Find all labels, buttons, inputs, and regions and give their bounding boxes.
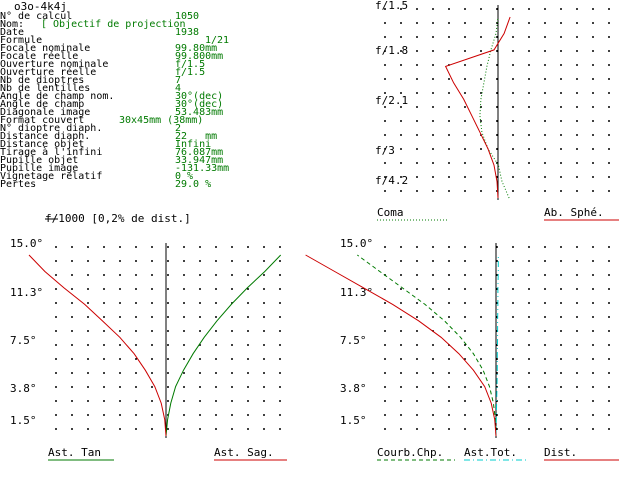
data-row: Angle de champ 30°(dec) — [0, 99, 300, 110]
row-value: 99.80mm — [175, 43, 218, 54]
data-row: Diagonale image 53.483mm — [0, 107, 300, 118]
row-value: 7 — [175, 75, 182, 86]
row-value: 30x45mm (38mm) — [119, 115, 204, 126]
row-label: Format couvert — [0, 115, 85, 126]
row-label: Ouverture réelle — [0, 67, 97, 78]
row-value: 76.087mm — [175, 147, 224, 158]
row-value: 1938 — [175, 27, 200, 38]
row-label: Focale réelle — [0, 51, 79, 62]
y-tick-label: 11.3° — [10, 286, 43, 299]
data-row: N° dioptre diaph. 2 — [0, 123, 300, 134]
legend-label: Ast. Tan — [48, 446, 101, 459]
row-label: Angle de champ nom. — [0, 91, 115, 102]
data-row: Vignetage relatif 0 % — [0, 171, 300, 182]
data-row: Nom: [ Objectif de projection — [0, 19, 300, 30]
legend-label: Ab. Sphé. — [544, 206, 604, 219]
row-value: 30°(dec) — [175, 99, 224, 110]
row-label: Pertes — [0, 179, 37, 190]
series-line — [165, 254, 282, 437]
data-row: Formule 1/21 — [0, 35, 300, 46]
y-tick-label: 1.5° — [10, 414, 37, 427]
row-label: Nb de lentilles — [0, 83, 91, 94]
y-tick-label: 3.8° — [340, 382, 367, 395]
legend-label: Coma — [377, 206, 404, 219]
series-line — [305, 254, 497, 437]
row-value: 1050 — [175, 11, 200, 22]
y-tick-label: 7.5° — [340, 334, 367, 347]
row-label: Vignetage relatif — [0, 171, 103, 182]
data-row: Pupille objet 33.947mm — [0, 155, 300, 166]
data-row: Ouverture réelle f/1.5 — [0, 67, 300, 78]
row-label: Pupille image — [0, 163, 79, 174]
y-tick-label: f/1.5 — [375, 0, 408, 12]
data-row: Nb de dioptres 7 — [0, 75, 300, 86]
series-line — [357, 254, 497, 437]
row-value: 53.483mm — [175, 107, 224, 118]
row-label: Nom: — [0, 19, 25, 30]
row-value: [ Objectif de projection — [41, 19, 186, 30]
data-row: N° de calcul 1050 — [0, 11, 300, 22]
row-value: 1/21 — [205, 35, 230, 46]
row-label: N° de calcul — [0, 11, 73, 22]
data-row: Focale nominale 99.80mm — [0, 43, 300, 54]
y-tick-label: 11.3° — [340, 286, 373, 299]
row-label: Date — [0, 27, 25, 38]
data-row: Format couvert 30x45mm (38mm) — [0, 115, 300, 126]
row-label: Ouverture nominale — [0, 59, 109, 70]
data-row: Nb de lentilles 4 — [0, 83, 300, 94]
series-line — [444, 16, 511, 199]
scale-footnote: f/1000 [0,2% de dist.] — [45, 212, 191, 225]
row-value: f/1.5 — [175, 67, 206, 78]
y-tick-label: f/2.1 — [375, 94, 408, 107]
y-tick-label: f/1.8 — [375, 44, 408, 57]
data-row: Distance diaph. 22 mm — [0, 131, 300, 142]
row-label: Distance objet — [0, 139, 85, 150]
series-line — [28, 254, 167, 437]
legend-label: Courb.Chp. — [377, 446, 443, 459]
data-row: Pertes 29.0 % — [0, 179, 300, 190]
y-tick-label: 3.8° — [10, 382, 37, 395]
data-row: Tirage à l'infini 76.087mm — [0, 147, 300, 158]
row-value: Infini — [175, 139, 212, 150]
row-value: -131.33mm — [175, 163, 230, 174]
series-line — [479, 16, 510, 199]
y-tick-label: f/4.2 — [375, 174, 408, 187]
row-value: 22 mm — [175, 131, 218, 142]
data-row: Angle de champ nom. 30°(dec) — [0, 91, 300, 102]
row-label: Tirage à l'infini — [0, 147, 103, 158]
row-value: 33.947mm — [175, 155, 224, 166]
row-label: Focale nominale — [0, 43, 91, 54]
legend-label: Ast. Sag. — [214, 446, 274, 459]
legend-label: Ast.Tot. — [464, 446, 517, 459]
data-row: Date 1938 — [0, 27, 300, 38]
y-tick-label: 15.0° — [10, 237, 43, 250]
y-tick-label: 1.5° — [340, 414, 367, 427]
data-row: Ouverture nominale f/1.5 — [0, 59, 300, 70]
legend-label: Dist. — [544, 446, 577, 459]
series-line — [495, 255, 499, 437]
row-label: Pupille objet — [0, 155, 79, 166]
window-title: o3o-4k4j — [14, 0, 67, 13]
data-row: Distance objet Infini — [0, 139, 300, 150]
row-label: Angle de champ — [0, 99, 85, 110]
row-value: 4 — [175, 83, 182, 94]
row-value: 0 % — [175, 171, 194, 182]
row-label: Formule — [0, 35, 43, 46]
row-value: 30°(dec) — [175, 91, 224, 102]
row-value: 2 — [175, 123, 182, 134]
row-label: N° dioptre diaph. — [0, 123, 103, 134]
y-tick-label: f/3 — [375, 144, 395, 157]
row-label: Diagonale image — [0, 107, 91, 118]
data-row: Focale réelle 99.800mm — [0, 51, 300, 62]
optical-data-table: N° de calcul 1050 Nom: [ Objectif de proje… — [0, 11, 300, 190]
row-label: Distance diaph. — [0, 131, 91, 142]
y-tick-label: 15.0° — [340, 237, 373, 250]
data-row: Pupille image -131.33mm — [0, 163, 300, 174]
row-value: 99.800mm — [175, 51, 224, 62]
row-value: 29.0 % — [175, 179, 212, 190]
y-tick-label: 7.5° — [10, 334, 37, 347]
row-value: f/1.5 — [175, 59, 206, 70]
row-label: Nb de dioptres — [0, 75, 85, 86]
